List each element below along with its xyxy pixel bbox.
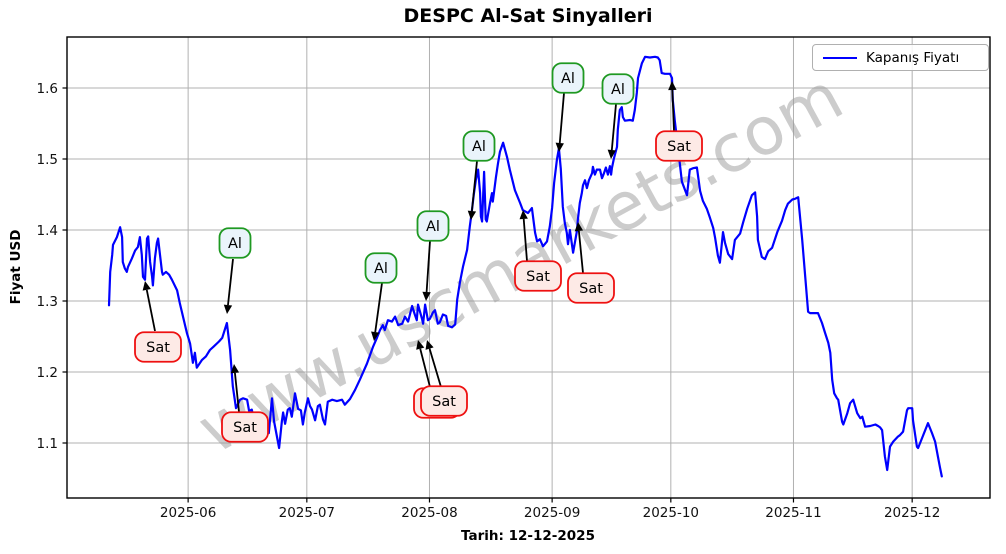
signal-arrow-shaft [610, 103, 617, 151]
signal-arrow-head [668, 81, 677, 91]
x-tick-label: 2025-06 [160, 505, 216, 521]
signal-label: Al [472, 139, 486, 155]
signal-arrow-shaft [419, 348, 431, 388]
y-axis-label: Fiyat USD [8, 229, 24, 305]
signal-sat-box [567, 272, 615, 304]
signal-arrow-shaft [227, 258, 234, 306]
signal-arrow-shaft [471, 160, 478, 212]
signal-label: Al [228, 236, 242, 252]
signal-label: Sat [146, 340, 170, 356]
signal-arrow-head [519, 210, 528, 220]
x-tick-label: 2025-07 [279, 505, 335, 521]
legend-line-sample [823, 56, 857, 59]
plot-frame [66, 36, 991, 499]
signal-al-box [364, 252, 398, 284]
signal-al-box [218, 227, 252, 259]
signal-label: Al [374, 261, 388, 277]
signal-arrow-shaft [522, 218, 528, 262]
signal-sat-box [514, 260, 562, 292]
signal-arrow-head [467, 210, 477, 220]
signal-label: Sat [667, 139, 691, 155]
signal-arrow-shaft [374, 282, 383, 333]
signal-label: Sat [526, 269, 550, 285]
signal-arrow-head [223, 304, 233, 314]
signal-arrow-head [422, 291, 431, 301]
signal-sat-box [655, 130, 703, 162]
signal-sat-box [134, 331, 182, 363]
legend-label: Kapanış Fiyatı [866, 49, 960, 66]
signal-arrow-shaft [671, 89, 675, 132]
legend: Kapanış Fiyatı [812, 44, 989, 71]
signal-al-box [416, 210, 450, 242]
signal-label: Al [426, 219, 440, 235]
price-line [107, 55, 943, 478]
signal-al-box [462, 130, 496, 162]
y-tick-label: 1.6 [37, 81, 58, 97]
signal-arrow-head [416, 340, 425, 350]
signal-label: Al [561, 71, 575, 87]
signal-arrow-shaft [428, 348, 442, 388]
signal-arrow-shaft [558, 92, 565, 144]
signal-arrow-head [371, 331, 380, 341]
signal-label: Al [611, 82, 625, 98]
signal-sat-box [221, 411, 269, 443]
x-tick-label: 2025-12 [884, 505, 940, 521]
signal-arrow-shaft [425, 240, 431, 293]
signal-arrow-shaft [577, 230, 584, 274]
y-tick-label: 1.2 [37, 365, 58, 381]
x-tick-label: 2025-11 [765, 505, 821, 521]
x-tick-label: 2025-08 [401, 505, 457, 521]
x-tick-label: 2025-10 [643, 505, 699, 521]
signal-al-box [601, 73, 635, 105]
y-tick-label: 1.4 [37, 223, 58, 239]
signal-label: Sat [432, 394, 456, 410]
y-tick-label: 1.5 [37, 152, 58, 168]
signal-arrow-head [607, 149, 616, 159]
signal-arrow-shaft [234, 372, 240, 413]
x-tick-label: 2025-09 [524, 505, 580, 521]
x-axis-label: Tarih: 12-12-2025 [461, 528, 595, 544]
y-tick-label: 1.3 [37, 294, 58, 310]
chart-title: DESPC Al-Sat Sinyalleri [403, 5, 653, 27]
signal-arrow-head [555, 142, 564, 152]
signal-sat-box [420, 385, 468, 417]
signal-arrow-head [230, 364, 240, 374]
signal-al-box [551, 62, 585, 94]
signal-label: Sat [233, 420, 257, 436]
signal-arrow-head [574, 222, 584, 232]
signal-label: Sat [579, 281, 603, 297]
signal-arrow-head [142, 281, 151, 291]
signal-arrow-shaft [145, 289, 156, 332]
signal-arrow-head [425, 340, 434, 350]
y-tick-label: 1.1 [37, 436, 58, 452]
